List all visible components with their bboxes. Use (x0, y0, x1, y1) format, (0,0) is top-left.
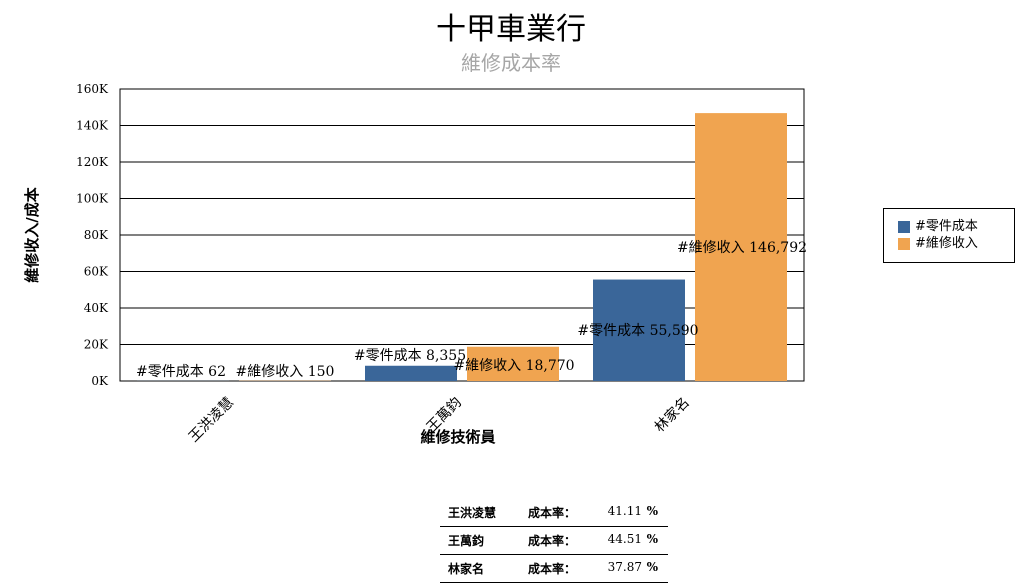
bar (467, 346, 559, 381)
rate-unit: % (646, 504, 658, 518)
rate-label: 成本率： (528, 562, 577, 576)
x-tick-label: 王洪凌慧 (186, 395, 237, 446)
y-tick-label: 100K (76, 192, 109, 206)
rate-unit: % (646, 532, 658, 546)
x-axis-label: 維修技術員 (420, 428, 495, 446)
data-label: #零件成本 62 (136, 364, 226, 380)
y-tick-label: 80K (84, 228, 109, 242)
bar (695, 113, 787, 381)
legend-swatch-parts-cost (898, 221, 910, 233)
y-tick-label: 120K (76, 155, 109, 169)
legend-label-repair-income: #維修收入 (915, 236, 978, 251)
table-row: 林家名 成本率： 37.87 % (440, 555, 668, 583)
rate-value: 37.87 (607, 560, 642, 574)
technician-name: 王萬鈞 (448, 534, 485, 548)
table-row: 王萬鈞 成本率： 44.51 % (440, 527, 668, 555)
y-tick-label: 0K (91, 374, 109, 388)
rate-unit: % (646, 560, 658, 574)
data-label: #維修收入 150 (236, 364, 335, 380)
y-tick-label: 40K (84, 301, 109, 315)
technician-name: 林家名 (448, 562, 485, 576)
legend-swatch-repair-income (898, 238, 910, 250)
x-tick-label: 林家名 (651, 394, 693, 436)
y-tick-label: 140K (76, 119, 109, 133)
y-tick-label: 60K (84, 265, 109, 279)
legend-label-parts-cost: #零件成本 (915, 219, 978, 234)
legend: #零件成本 #維修收入 (883, 208, 1015, 263)
chart-subtitle: 維修成本率 (461, 51, 561, 75)
data-label: #維修收入 146,792 (677, 240, 807, 256)
data-label: #零件成本 8,355 (354, 348, 466, 364)
rate-label: 成本率： (528, 534, 577, 548)
technician-name: 王洪凌慧 (448, 506, 497, 520)
bar (593, 279, 685, 381)
chart-title: 十甲車業行 (436, 12, 586, 47)
rate-label: 成本率： (528, 506, 577, 520)
bar (365, 365, 457, 381)
y-axis-label: 維修收入/成本 (23, 187, 41, 282)
y-tick-label: 160K (76, 82, 109, 96)
rate-value: 41.11 (607, 504, 642, 518)
y-tick-label: 20K (84, 338, 109, 352)
cost-rate-table: 王洪凌慧 成本率： 41.11 % 王萬鈞 成本率： 44.51 % 林家名 成… (440, 499, 668, 583)
rate-value: 44.51 (607, 532, 642, 546)
table-row: 王洪凌慧 成本率： 41.11 % (440, 499, 668, 527)
data-label: #零件成本 55,590 (577, 323, 698, 339)
data-label: #維修收入 18,770 (453, 358, 574, 374)
